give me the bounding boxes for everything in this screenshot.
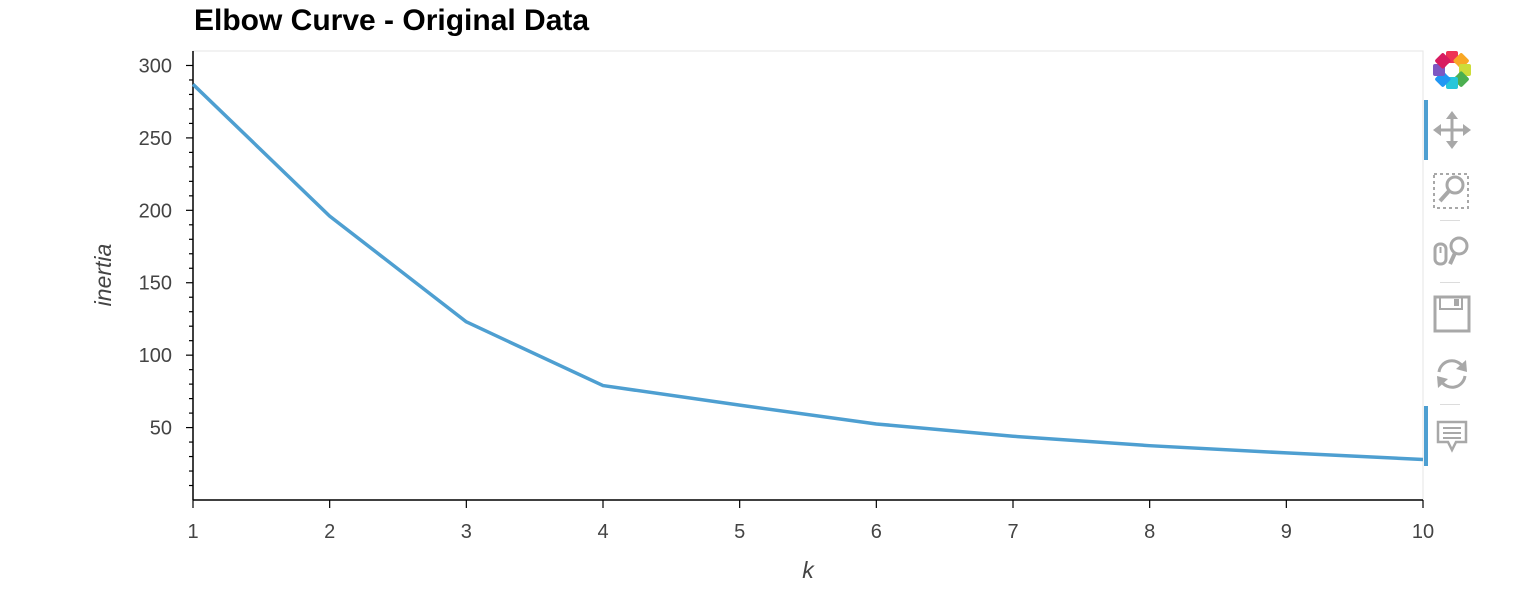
toolbar-separator (1440, 282, 1460, 283)
hover-icon[interactable] (1430, 414, 1474, 458)
x-tick-label: 7 (1007, 521, 1018, 543)
x-tick-label: 10 (1412, 521, 1434, 543)
pan-active-indicator (1424, 100, 1428, 160)
chart-toolbar (1424, 44, 1480, 484)
plot-frame (192, 50, 1424, 501)
reset-icon[interactable] (1430, 352, 1474, 396)
wheel-zoom-icon[interactable] (1430, 230, 1474, 274)
toolbar-separator (1440, 220, 1460, 221)
series-layer (191, 83, 1424, 462)
y-tick-label: 150 (139, 273, 172, 295)
inertia-series-line (191, 83, 1424, 462)
box-zoom-icon[interactable] (1430, 168, 1474, 212)
y-tick-label: 50 (150, 418, 172, 440)
x-tick-label: 6 (871, 521, 882, 543)
x-axis-ticks: 1 2 3 4 5 6 7 8 9 10 (187, 500, 1434, 543)
x-tick-label: 2 (324, 521, 335, 543)
x-axis-label: k (802, 557, 815, 583)
y-tick-label: 100 (139, 345, 172, 367)
y-tick-label: 300 (139, 55, 172, 77)
pan-icon[interactable] (1430, 108, 1474, 152)
x-tick-label: 8 (1144, 521, 1155, 543)
chart-title: Elbow Curve - Original Data (194, 4, 590, 37)
hover-active-indicator (1424, 406, 1428, 466)
save-icon[interactable] (1430, 292, 1474, 336)
y-tick-label: 200 (139, 200, 172, 222)
y-tick-label: 250 (139, 128, 172, 150)
x-tick-label: 5 (734, 521, 745, 543)
toolbar-separator (1440, 404, 1460, 405)
y-axis-label: inertia (90, 244, 116, 307)
x-tick-label: 9 (1281, 521, 1292, 543)
bokeh-logo-icon[interactable] (1430, 48, 1474, 92)
y-axis-ticks: 50 100 150 200 250 300 (139, 55, 193, 487)
x-tick-label: 4 (597, 521, 608, 543)
x-tick-label: 3 (461, 521, 472, 543)
x-tick-label: 1 (187, 521, 198, 543)
